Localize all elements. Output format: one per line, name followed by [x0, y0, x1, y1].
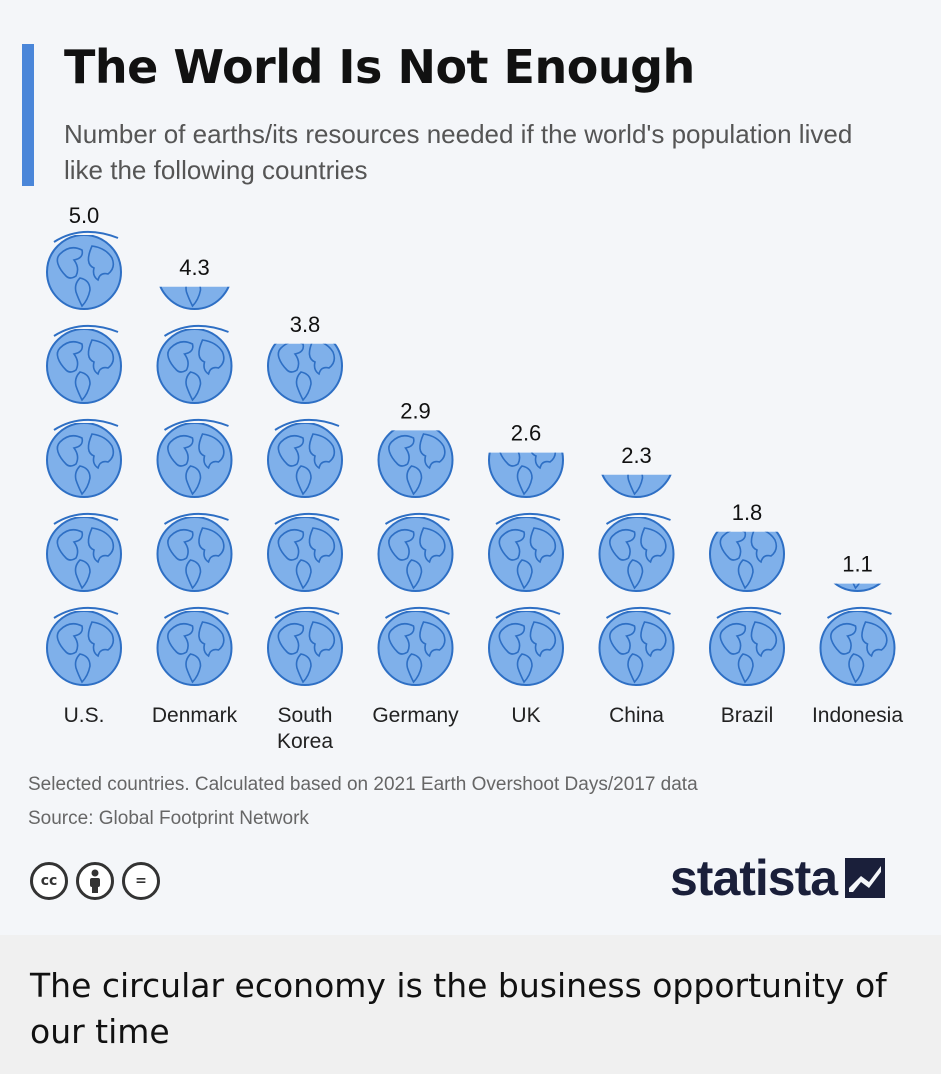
- partial-globe-icon: [709, 531, 785, 592]
- globe-icon: [156, 324, 233, 404]
- statista-brand[interactable]: statista: [670, 848, 886, 908]
- globe-icon: [46, 606, 122, 686]
- infographic-card: The World Is Not Enough Number of earths…: [22, 40, 904, 908]
- globe-icon: [156, 606, 233, 686]
- globe-icon: [488, 606, 564, 686]
- globe-icon: [156, 512, 233, 592]
- statista-logo-icon: [845, 858, 886, 898]
- category-label: South: [278, 704, 333, 727]
- partial-globe-icon: [601, 474, 672, 498]
- license-icons: cc =: [30, 862, 160, 902]
- globe-icon: [377, 606, 454, 686]
- brand-name: statista: [670, 850, 838, 906]
- globe-icon: [46, 230, 122, 310]
- partial-globe-icon: [833, 583, 882, 592]
- partial-globe-icon: [159, 286, 230, 310]
- caption-text: The circular economy is the business opp…: [30, 966, 887, 1051]
- footnote: Selected countries. Calculated based on …: [28, 768, 698, 836]
- globe-chart: 5.0 U.S. 4.3 Denmark 3.8 South Korea 2.9 Germany…: [46, 203, 903, 753]
- globe-icon: [598, 512, 675, 592]
- globe-icon: [267, 606, 343, 686]
- footnote-note: Selected countries. Calculated based on …: [28, 774, 698, 795]
- chart-subtitle: Number of earths/its resources needed if…: [64, 119, 853, 185]
- globe-icon: [377, 512, 454, 592]
- value-label: 3.8: [290, 312, 321, 337]
- globe-icon: [488, 512, 564, 592]
- globe-icon: [267, 418, 343, 498]
- globe-icon: [267, 512, 343, 592]
- caption-area: The circular economy is the business opp…: [0, 935, 941, 1074]
- category-label: China: [609, 704, 664, 727]
- no-derivatives-icon[interactable]: =: [122, 862, 160, 900]
- value-label: 2.9: [400, 398, 431, 423]
- category-label: Indonesia: [812, 704, 903, 727]
- globe-icon: [156, 418, 233, 498]
- footnote-source: Source: Global Footprint Network: [28, 808, 309, 829]
- category-label: Korea: [277, 730, 333, 753]
- value-label: 2.6: [511, 421, 542, 446]
- partial-globe-icon: [488, 452, 564, 498]
- globe-icon: [46, 324, 122, 404]
- globe-icon: [598, 606, 675, 686]
- globe-icon: [46, 512, 122, 592]
- category-label: Brazil: [721, 704, 774, 727]
- category-label: U.S.: [64, 704, 105, 727]
- value-label: 1.1: [842, 552, 873, 577]
- value-label: 2.3: [621, 443, 652, 468]
- partial-globe-icon: [377, 430, 454, 498]
- attribution-icon[interactable]: [76, 862, 114, 900]
- chart-title: The World Is Not Enough: [64, 40, 695, 94]
- category-label: Denmark: [152, 704, 238, 727]
- globe-icon: [709, 606, 785, 686]
- value-label: 4.3: [179, 255, 210, 280]
- category-label: UK: [511, 704, 540, 727]
- cc-icon[interactable]: cc: [30, 862, 68, 900]
- partial-globe-icon: [267, 343, 343, 404]
- globe-icon: [819, 606, 896, 686]
- category-label: Germany: [372, 704, 459, 727]
- accent-bar: [22, 44, 34, 186]
- globe-icon: [46, 418, 122, 498]
- value-label: 1.8: [732, 500, 763, 525]
- value-label: 5.0: [69, 203, 100, 228]
